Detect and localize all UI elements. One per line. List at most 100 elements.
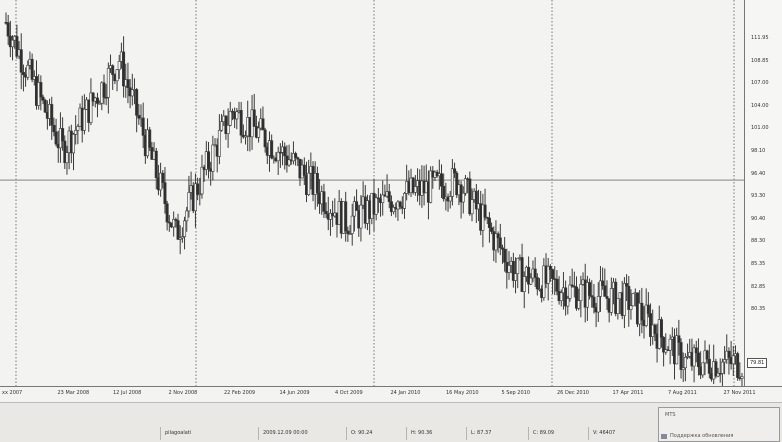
price-tick-label: 90.40 <box>751 215 766 222</box>
time-axis[interactable]: xx 2007 23 Mar 2008 12 Jul 2008 2 Nov 2008 2… <box>0 386 782 403</box>
mts-subtitle: Поддержка обновления <box>670 433 734 439</box>
candle-body <box>629 305 633 310</box>
candle-body <box>196 183 200 195</box>
candle-body <box>679 342 683 370</box>
candle-body <box>50 104 54 126</box>
current-price-label: 79.81 <box>747 357 768 368</box>
candle-body <box>82 109 86 131</box>
time-tick-label: 17 Apr 2011 <box>612 390 644 396</box>
candle-body <box>575 286 579 309</box>
price-tick-label: 96.40 <box>751 170 766 177</box>
candle-body <box>257 127 261 138</box>
status-low: L: 87.37 <box>466 427 529 440</box>
candle-body <box>546 265 550 284</box>
candle-body <box>98 102 102 105</box>
candle-body <box>716 372 720 377</box>
price-tick-label: 111.95 <box>751 35 769 41</box>
candle-body <box>736 353 740 378</box>
candle-body <box>126 79 130 89</box>
candle-body <box>520 257 524 292</box>
candle-body <box>226 125 230 135</box>
candle-body <box>683 357 687 369</box>
chart-canvas[interactable] <box>0 0 744 386</box>
candle-body <box>263 129 267 148</box>
candle-body <box>389 201 393 213</box>
candle-body <box>588 282 592 296</box>
status-profile[interactable]: pilagoalati <box>160 427 255 440</box>
candle-body <box>596 296 600 313</box>
price-chart[interactable] <box>0 0 782 386</box>
candle-body <box>470 199 474 215</box>
candle-body <box>198 193 202 196</box>
candle-body <box>180 236 184 239</box>
candle-body <box>529 277 533 285</box>
candle-body <box>681 367 685 370</box>
candle-body <box>474 190 478 210</box>
candle-body <box>41 96 45 101</box>
candle-body <box>731 355 735 365</box>
mts-panel[interactable]: MTS Поддержка обновления <box>658 407 780 442</box>
candle-body <box>514 273 518 281</box>
candle-body <box>720 361 724 374</box>
candle-body <box>555 278 559 292</box>
candle-body <box>135 89 139 116</box>
candle-body <box>111 65 115 75</box>
candle-body <box>302 164 306 176</box>
candle-body <box>172 219 176 228</box>
candle-body <box>686 355 690 358</box>
candle-body <box>278 151 282 154</box>
candle-body <box>95 97 99 104</box>
candle-body <box>115 69 119 82</box>
price-axis[interactable]: 111.95 108.85 107.00 104.00 101.00 98.10 96.40… <box>744 0 782 386</box>
candle-body <box>324 211 328 215</box>
candle-body <box>43 99 47 113</box>
candle-body <box>448 196 452 202</box>
candle-body <box>252 109 256 127</box>
candle-body <box>193 183 197 212</box>
time-tick-label: 7 Aug 2011 <box>668 390 697 396</box>
candle-body <box>167 221 171 224</box>
candle-body <box>346 230 350 234</box>
candle-body <box>348 233 352 235</box>
candle-body <box>328 212 332 220</box>
price-tick-label: 104.00 <box>751 102 769 109</box>
candle-body <box>727 350 731 358</box>
candle-body <box>307 172 311 195</box>
time-tick-label: 2 Nov 2008 <box>168 390 198 396</box>
candle-body <box>535 277 539 290</box>
candle-body <box>11 39 15 48</box>
status-open: O: 90.24 <box>346 427 407 440</box>
time-tick-label: xx 2007 <box>2 390 23 396</box>
candle-body <box>653 324 657 335</box>
candle-body <box>137 115 141 119</box>
candle-body <box>483 204 487 218</box>
status-close: C: 89.09 <box>528 427 589 440</box>
candle-body <box>559 292 563 302</box>
candle-body <box>344 201 348 232</box>
candle-body <box>705 350 709 360</box>
candle-body <box>601 280 605 287</box>
candle-body <box>522 276 526 292</box>
candle-body <box>244 135 248 138</box>
candle-body <box>411 177 415 193</box>
price-tick-label: 101.00 <box>751 125 769 132</box>
candle-body <box>26 65 30 78</box>
candle-body <box>322 191 326 212</box>
candle-body <box>714 361 718 377</box>
candle-body <box>165 203 169 223</box>
candle-body <box>315 173 319 194</box>
price-tick-label: 93.30 <box>751 193 766 200</box>
candle-body <box>178 237 182 240</box>
candle-body <box>646 304 650 314</box>
candle-body <box>490 227 494 232</box>
candle-body <box>468 178 472 215</box>
candle-body <box>450 168 454 197</box>
candle-body <box>217 129 221 157</box>
candle-body <box>163 182 167 205</box>
candle-body <box>701 362 705 376</box>
candle-body <box>631 293 635 307</box>
candle-body <box>355 201 359 211</box>
candle-body <box>616 298 620 314</box>
candle-body <box>65 152 69 164</box>
candle-body <box>579 284 583 301</box>
